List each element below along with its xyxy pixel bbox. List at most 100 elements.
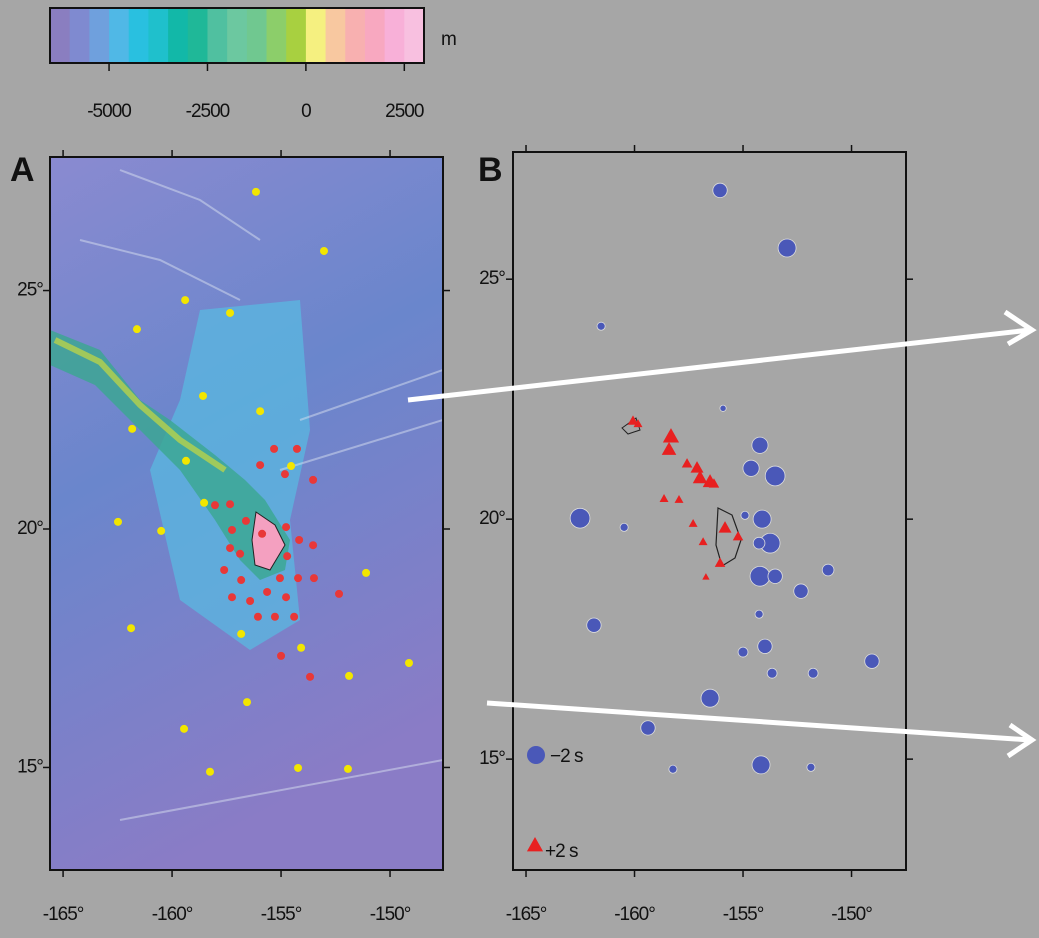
station-dot — [242, 517, 250, 525]
y-tick-label: 15° — [479, 748, 505, 769]
advance-triangle — [699, 537, 708, 545]
station-dot — [200, 499, 208, 507]
station-dot — [293, 445, 301, 453]
delay-circle — [753, 510, 771, 528]
station-dot — [344, 765, 352, 773]
delay-circle — [587, 618, 601, 632]
colorbar-unit: m — [441, 29, 456, 50]
colorbar-swatch — [109, 8, 129, 63]
station-dot — [256, 461, 264, 469]
station-dot — [246, 597, 254, 605]
station-dot — [237, 576, 245, 584]
colorbar-tick-label: 2500 — [385, 101, 424, 122]
colorbar-swatch — [129, 8, 149, 63]
station-dot — [294, 764, 302, 772]
colorbar-swatch — [227, 8, 247, 63]
station-dot — [226, 309, 234, 317]
colorbar-swatch — [207, 8, 227, 63]
colorbar-swatch — [247, 8, 267, 63]
delay-circle — [794, 584, 808, 598]
station-dot — [199, 392, 207, 400]
advance-triangle — [682, 458, 693, 467]
colorbar-swatch — [89, 8, 109, 63]
panel-label: A — [10, 151, 34, 189]
station-dot — [281, 470, 289, 478]
station-dot — [320, 247, 328, 255]
station-dot — [277, 652, 285, 660]
delay-circle — [620, 523, 628, 531]
x-tick-label: -160° — [614, 904, 655, 925]
x-tick-label: -150° — [370, 904, 411, 925]
colorbar-tick-label: 0 — [301, 101, 311, 122]
advance-triangle — [662, 442, 677, 455]
station-dot — [283, 552, 291, 560]
colorbar-swatch — [385, 8, 405, 63]
delay-circle — [669, 765, 677, 773]
colorbar-swatch — [188, 8, 208, 63]
delay-circle — [570, 508, 590, 528]
station-dot — [405, 659, 413, 667]
station-dot — [243, 698, 251, 706]
y-tick-label: 25° — [479, 268, 505, 289]
station-dot — [256, 407, 264, 415]
colorbar-swatch — [267, 8, 287, 63]
delay-circle — [720, 405, 726, 411]
station-dot — [128, 425, 136, 433]
delay-circle — [768, 569, 782, 583]
delay-circle — [822, 564, 834, 576]
station-dot — [252, 188, 260, 196]
station-dot — [287, 462, 295, 470]
delay-circle — [752, 756, 770, 774]
advance-triangle — [702, 573, 709, 579]
colorbar-swatch — [306, 8, 326, 63]
station-dot — [271, 613, 279, 621]
x-tick-label: -165° — [43, 904, 84, 925]
delay-circle — [741, 511, 749, 519]
colorbar-swatch — [345, 8, 365, 63]
colorbar-swatch — [168, 8, 188, 63]
panel-label: B — [478, 151, 502, 189]
delay-circle — [597, 322, 605, 330]
delay-circle — [767, 668, 777, 678]
station-dot — [114, 518, 122, 526]
delay-circle — [808, 668, 818, 678]
delay-circle — [753, 537, 765, 549]
x-tick-label: -165° — [506, 904, 547, 925]
station-dot — [133, 325, 141, 333]
legend-label: −2 s — [550, 746, 583, 767]
delay-circle — [758, 639, 772, 653]
legend-label: +2 s — [545, 841, 578, 862]
x-tick-label: -160° — [152, 904, 193, 925]
station-dot — [236, 550, 244, 558]
arrows — [408, 312, 1032, 756]
colorbar-swatch — [148, 8, 168, 63]
delay-circle — [755, 610, 763, 618]
delay-circle — [641, 721, 655, 735]
delay-circle — [743, 460, 759, 476]
delay-circle — [752, 437, 768, 453]
station-dot — [228, 593, 236, 601]
legend-triangle — [527, 837, 543, 851]
station-dot — [180, 725, 188, 733]
station-dot — [276, 574, 284, 582]
station-dot — [226, 500, 234, 508]
y-tick-label: 20° — [479, 508, 505, 529]
station-dot — [310, 574, 318, 582]
colorbar-tick-label: -2500 — [186, 101, 230, 122]
station-dot — [309, 541, 317, 549]
advance-triangle — [733, 531, 744, 540]
station-dot — [228, 526, 236, 534]
station-dot — [182, 457, 190, 465]
station-dot — [211, 501, 219, 509]
y-tick-label: 25° — [17, 280, 43, 301]
station-dot — [335, 590, 343, 598]
station-dot — [206, 768, 214, 776]
advance-triangle — [663, 428, 679, 442]
station-dot — [237, 630, 245, 638]
x-tick-label: -150° — [831, 904, 872, 925]
station-dot — [294, 574, 302, 582]
station-dot — [362, 569, 370, 577]
station-dot — [282, 523, 290, 531]
station-dot — [226, 544, 234, 552]
delay-circle — [778, 239, 796, 257]
